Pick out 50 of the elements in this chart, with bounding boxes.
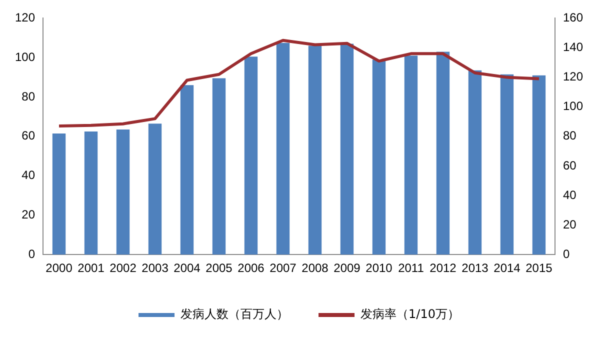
y-tick-label: 0 [28,246,36,261]
bar [52,133,66,255]
x-tick-label: 2012 [430,261,457,276]
y2-tick-label: 160 [562,10,584,25]
y-tick-label: 20 [22,208,36,222]
y2-tick-label: 40 [562,188,577,202]
y-tick-label: 120 [14,10,36,25]
bar [404,56,418,255]
legend-label: 发病人数（百万人） [180,307,289,322]
bar [468,70,482,255]
x-tick-label: 2009 [334,261,361,276]
bar [180,85,194,255]
x-tick-label: 2015 [526,261,553,276]
x-tick-label: 2013 [462,261,489,276]
x-tick-label: 2007 [270,261,297,276]
x-tick-label: 2008 [302,261,329,276]
bar [436,52,450,255]
bar [340,44,354,255]
x-tick-label: 2001 [78,261,105,276]
y2-tick-label: 80 [562,128,577,143]
bar [148,124,162,255]
bar [308,46,322,255]
bar [372,60,386,255]
y2-tick-label: 20 [562,217,577,232]
x-tick-label: 2004 [174,261,201,276]
y-tick-label: 100 [14,50,36,64]
x-tick-label: 2011 [398,261,424,276]
bar [212,78,226,255]
x-tick-label: 2002 [110,261,137,276]
y2-tick-label: 60 [562,158,577,172]
bar [116,130,130,255]
x-tick-label: 2005 [206,261,233,276]
bar [500,74,514,255]
bar [532,75,546,255]
x-tick-label: 2000 [46,261,73,276]
y-tick-label: 40 [22,168,36,182]
x-tick-label: 2010 [366,261,393,276]
bar [244,56,258,255]
y2-tick-label: 120 [562,70,584,84]
y2-tick-label: 100 [562,99,584,114]
y-tick-label: 60 [22,128,36,143]
bar [84,131,98,255]
x-tick-label: 2003 [142,261,169,276]
bar [276,42,290,255]
legend-label: 发病率（1/10万） [360,307,460,322]
x-tick-label: 2014 [494,261,521,276]
x-tick-label: 2006 [238,261,265,276]
y-tick-label: 80 [22,89,36,104]
y2-tick-label: 0 [562,246,570,261]
y2-tick-label: 140 [562,40,584,54]
